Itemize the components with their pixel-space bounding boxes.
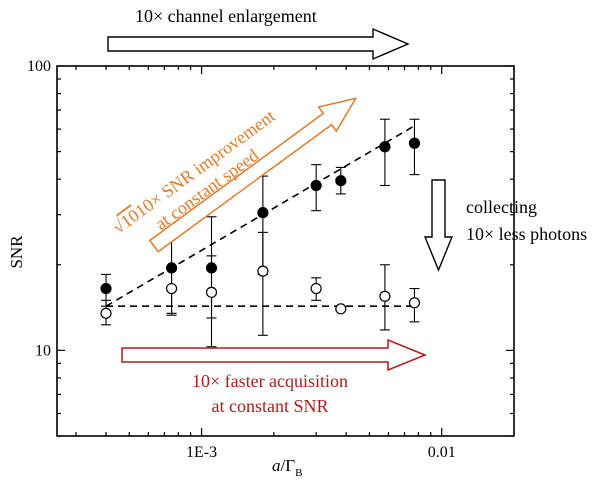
open-data-point (379, 290, 391, 302)
open-data-point (408, 297, 421, 309)
red-annotation-line1: 10× faster acquisition (192, 371, 348, 391)
red-annotation-line2: at constant SNR (212, 396, 329, 416)
y-tick-label: 100 (27, 58, 51, 75)
y-axis-title: SNR (7, 235, 26, 269)
right-annotation-line1: collecting (466, 197, 537, 217)
error-bars (101, 118, 420, 348)
axis-tick-labels: 1E-3 0.01 10 100 (27, 58, 456, 461)
filled-data-point (257, 207, 269, 219)
x-axis-title: a/ΓB (272, 456, 302, 479)
faster-acquisition-arrow (121, 338, 427, 372)
data-markers (100, 137, 421, 319)
filled-data-point (335, 175, 347, 187)
axis-ticks (57, 65, 515, 437)
y-tick-label: 10 (35, 342, 51, 359)
filled-data-point (205, 262, 218, 274)
filled-data-point (100, 282, 112, 295)
orange-annotation: √1010× SNR improvement at constant speed (109, 106, 279, 238)
open-data-point (335, 303, 347, 315)
open-data-point (257, 265, 269, 277)
snr-improvement-arrow (148, 97, 358, 253)
open-data-point (100, 307, 112, 319)
filled-data-point (408, 137, 421, 149)
right-annotation-line2: 10× less photons (466, 224, 587, 244)
filled-data-point (310, 179, 322, 192)
channel-enlargement-arrow (107, 27, 410, 61)
x-tick-label: 1E-3 (186, 444, 217, 461)
top-annotation: 10× channel enlargement (135, 6, 317, 26)
fit-lines (105, 124, 417, 308)
less-photons-arrow (423, 179, 454, 272)
filled-data-point (165, 262, 178, 274)
filled-data-point (379, 141, 391, 153)
open-data-point (310, 282, 322, 295)
plot-frame (56, 65, 515, 437)
open-data-point (205, 286, 218, 298)
x-tick-label: 0.01 (428, 444, 456, 461)
open-data-point (165, 282, 178, 295)
